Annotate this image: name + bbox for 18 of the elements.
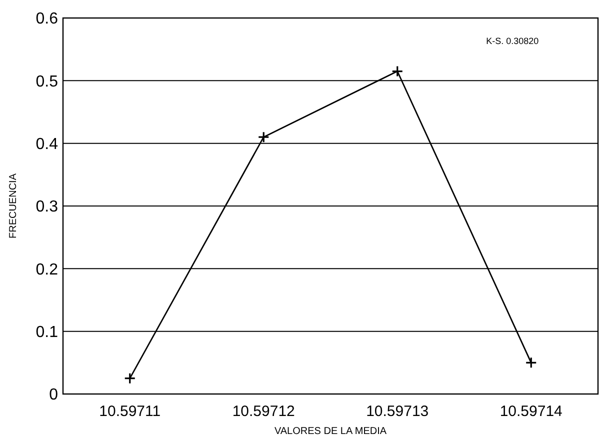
point xyxy=(124,372,136,384)
y-tick-label: 0.3 xyxy=(36,198,58,216)
x-tick-label: 10.59713 xyxy=(366,403,429,420)
y-tick-label: 0.6 xyxy=(36,10,58,28)
x-tick-label: 10.59714 xyxy=(500,403,562,420)
y-tick-label: 0.2 xyxy=(36,261,58,278)
point xyxy=(392,65,404,78)
x-tick-label: 10.59712 xyxy=(232,403,295,420)
y-tick-label: 0.5 xyxy=(36,73,58,90)
y-axis-title: FRECUENCIA xyxy=(8,173,19,239)
point xyxy=(525,356,537,368)
point xyxy=(258,131,270,143)
y-tick-label: 0.4 xyxy=(36,136,58,153)
x-tick-label: 10.59711 xyxy=(99,403,161,420)
y-tick-label: 0.1 xyxy=(36,324,58,341)
annotation: K-S. 0.30820 xyxy=(486,36,539,46)
y-tick-label: 0 xyxy=(49,386,58,404)
x-axis-title: VALORES DE LA MEDIA xyxy=(274,426,387,437)
